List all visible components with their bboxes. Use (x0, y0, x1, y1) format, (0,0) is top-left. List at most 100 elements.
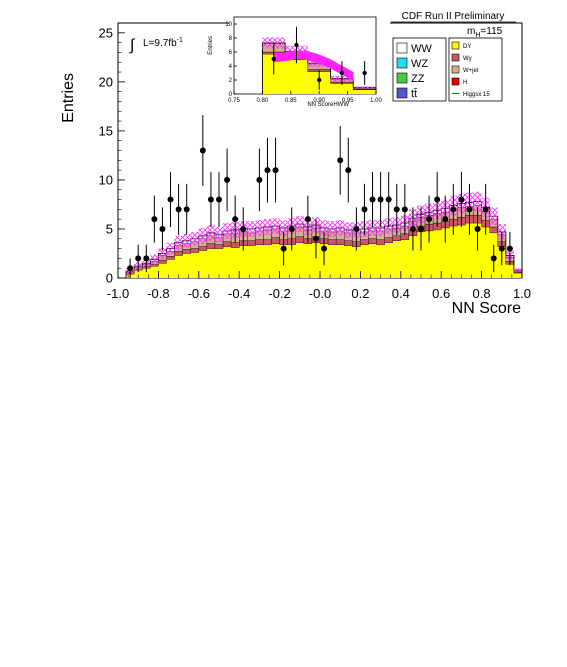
data-point-7 (183, 206, 190, 213)
inset-y-axis-label: Entries (208, 36, 214, 55)
bar-wgamma-30 (368, 238, 377, 244)
legend-swatch-2 (396, 72, 408, 84)
bar-dy-22 (303, 243, 312, 278)
bar-wgamma-8 (190, 248, 200, 253)
bar-dy-40 (449, 226, 458, 278)
uncertainty-band-0 (262, 37, 286, 49)
legend-label-4: Higgsx 15 (463, 92, 490, 98)
bar-dy-26 (336, 244, 345, 278)
uncertainty-band-27 (344, 222, 353, 238)
bar-dy-31 (376, 244, 385, 278)
y-tick-label-2: 10 (99, 172, 113, 187)
bar-dy-20 (287, 244, 296, 278)
bar-wgamma-4 (158, 260, 167, 264)
bar-dy-37 (425, 230, 434, 278)
main-axes: -1.0 -0.8 -0.6 -0.4 -0.2 -0.0 0.2 0.4 0.6 0.8 1.00… (99, 22, 531, 301)
bar-wgamma-21 (295, 236, 305, 243)
data-point-28 (385, 196, 392, 203)
bar-wgamma-32 (384, 237, 393, 243)
bar-dy-6 (174, 255, 183, 278)
uncertainty-band-4 (158, 247, 167, 260)
legend-swatch-0 (396, 42, 408, 54)
data-point-13 (240, 225, 247, 232)
x-tick-label-10: 1.0 (513, 286, 531, 301)
bar-dy-21 (295, 242, 304, 278)
data-point-26 (369, 196, 376, 203)
bar-dy-3 (330, 83, 354, 94)
bar-wgamma-29 (360, 239, 369, 245)
bar-wgamma-12 (222, 241, 232, 247)
bar-dy-30 (368, 243, 377, 278)
data-point-24 (353, 225, 360, 232)
legend-label-3: tt̄ (411, 88, 417, 100)
bar-dy-18 (271, 243, 280, 278)
uncertainty-band-9 (198, 227, 207, 244)
x-tick-label-1: 0.80 (257, 98, 269, 104)
bar-dy-39 (441, 227, 450, 278)
data-point-27 (377, 196, 384, 203)
bar-wgamma-33 (392, 235, 402, 241)
x-tick-label-3: -0.4 (228, 286, 250, 301)
uncertainty-band-45 (489, 207, 498, 226)
uncertainty-band-7 (182, 233, 191, 248)
bar-dy-2 (142, 268, 151, 278)
legend-label-0: WW (411, 43, 432, 55)
data-point-41 (490, 255, 497, 262)
data-point-23 (345, 167, 352, 174)
bar-wgamma-25 (327, 239, 337, 245)
bar-wgamma-15 (247, 240, 256, 246)
data-point-11 (224, 176, 231, 183)
data-point-38 (466, 206, 473, 213)
data-point-25 (361, 206, 368, 213)
x-tick-label-2: 0.85 (285, 98, 297, 104)
legend-label-1: Wγ (463, 56, 472, 62)
uncertainty-band-5 (166, 242, 175, 255)
higgs-signal-band (273, 50, 354, 82)
data-point-37 (458, 196, 465, 203)
data-point-5 (167, 196, 174, 203)
legend-right: DY Wγ W+jet H Higgsx 15 (451, 41, 490, 98)
data-point-8 (199, 147, 206, 154)
bar-wgamma-18 (271, 237, 280, 244)
uncertainty-band-8 (190, 231, 199, 246)
bar-dy-27 (344, 245, 353, 278)
data-point-2 (317, 77, 322, 83)
integral-icon: ∫ (129, 37, 136, 54)
data-point-17 (280, 245, 287, 252)
y-tick-label-4: 8 (229, 36, 233, 42)
y-tick-label-3: 15 (99, 123, 113, 138)
bar-dy-25 (328, 244, 337, 278)
inset-data-points (271, 26, 367, 90)
bar-wgamma-13 (230, 242, 240, 248)
x-tick-label-7: 0.4 (392, 286, 410, 301)
uncertainty-band-19 (279, 220, 288, 236)
x-tick-label-9: 0.8 (473, 286, 491, 301)
bar-dy-1 (134, 270, 143, 278)
uncertainty-band-11 (214, 227, 224, 243)
uncertainty-band-18 (271, 218, 280, 234)
x-tick-label-6: 0.2 (351, 286, 369, 301)
mass-label: mH=115 (467, 26, 503, 39)
data-point-1 (294, 42, 299, 48)
data-point-21 (321, 245, 328, 252)
bar-dy-44 (481, 227, 490, 278)
data-point-15 (264, 167, 271, 174)
y-tick-label-5: 25 (99, 25, 113, 40)
chart-title: CDF Run II Preliminary (402, 11, 505, 22)
legend-label-3: H (463, 80, 467, 86)
bar-dy-28 (352, 246, 361, 278)
data-point-22 (337, 157, 344, 164)
legend-swatch-1 (396, 57, 408, 69)
bar-dy-9 (198, 250, 207, 278)
bar-wgamma-45 (489, 226, 498, 234)
uncertainty-band-21 (295, 216, 304, 232)
x-tick-label-0: -1.0 (107, 286, 129, 301)
bar-wgamma-27 (344, 240, 353, 246)
bar-dy-12 (223, 246, 232, 278)
data-point-0 (271, 56, 276, 62)
y-tick-label-1: 2 (229, 78, 233, 84)
data-point-3 (151, 216, 158, 223)
uncertainty-band-6 (174, 235, 183, 250)
bar-dy-4 (353, 89, 376, 94)
